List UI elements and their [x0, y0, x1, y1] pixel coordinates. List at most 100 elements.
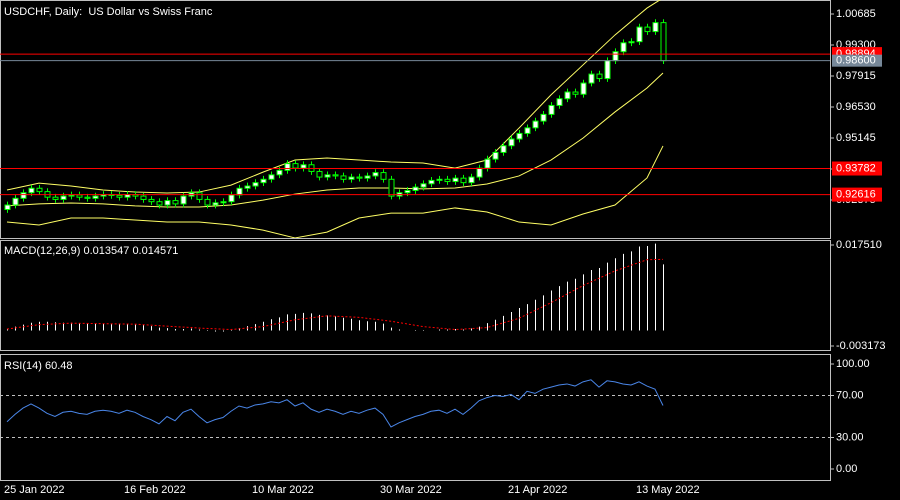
- candle-body: [244, 185, 251, 189]
- candle-body: [180, 195, 187, 205]
- candle-body: [324, 174, 331, 178]
- macd-value: 0.013547: [83, 245, 129, 257]
- signal-value: 0.014571: [132, 245, 178, 257]
- candle-body: [660, 22, 667, 62]
- bollinger-lower: [6, 145, 664, 238]
- x-tick-label: 10 Mar 2022: [252, 484, 314, 496]
- candle-body: [276, 169, 283, 176]
- candle-body: [20, 192, 27, 199]
- candle-body: [436, 178, 443, 181]
- candle-body: [84, 196, 91, 199]
- candle-body: [372, 172, 379, 177]
- candle-body: [228, 194, 235, 203]
- candle-body: [556, 98, 563, 106]
- bollinger-upper: [6, 0, 661, 194]
- candle-body: [60, 195, 67, 200]
- macd-label: MACD(12,26,9) 0.013547 0.014571: [4, 245, 178, 257]
- rsi-label: RSI(14) 60.48: [4, 360, 73, 372]
- candle-body: [572, 91, 579, 95]
- candle-body: [156, 201, 163, 206]
- rsi-name: RSI(14): [4, 360, 42, 372]
- candle-body: [636, 26, 643, 43]
- candle-body: [36, 187, 43, 193]
- y-tick-label: 0.017510: [836, 239, 882, 251]
- candle-body: [444, 178, 451, 183]
- candle-body: [532, 120, 539, 129]
- bid-tag: [832, 54, 882, 67]
- candle-body: [220, 201, 227, 204]
- candle-body: [452, 177, 459, 183]
- candle-body: [332, 174, 339, 177]
- candle-body: [260, 178, 267, 184]
- y-tick-label: 0.96530: [836, 101, 876, 113]
- y-tick-label: -0.003173: [836, 340, 886, 352]
- candle-body: [348, 176, 355, 180]
- candle-body: [52, 196, 59, 200]
- candle-body: [204, 198, 211, 206]
- x-tick-label: 13 May 2022: [636, 484, 700, 496]
- candle-body: [500, 145, 507, 153]
- rsi-plot: [0, 379, 830, 438]
- candle-body: [484, 158, 491, 169]
- candle-body: [340, 175, 347, 180]
- rsi-line: [6, 379, 664, 428]
- candle-body: [28, 187, 35, 194]
- signal-line: [6, 258, 664, 331]
- bollinger-middle: [6, 72, 664, 208]
- macd-panel: [0, 240, 831, 351]
- y-tick-label: 100.00: [836, 358, 870, 370]
- candle-body: [92, 195, 99, 199]
- candle-body: [300, 164, 307, 169]
- y-tick-label: 0.00: [836, 463, 857, 475]
- y-tick-label: 70.00: [836, 389, 864, 401]
- candle-body: [620, 42, 627, 53]
- candle-body: [492, 151, 499, 160]
- axes: 1.006850.993000.979150.965300.951450.937…: [4, 8, 886, 496]
- x-tick-label: 25 Jan 2022: [4, 484, 65, 496]
- candle-body: [116, 194, 123, 198]
- level-tag: [832, 187, 882, 202]
- chart-title: USDCHF, Daily: US Dollar vs Swiss Franc: [4, 6, 213, 18]
- candle-body: [4, 204, 11, 211]
- candle-body: [612, 51, 619, 62]
- candle-body: [172, 200, 179, 205]
- y-tick-label: 0.97915: [836, 70, 876, 82]
- candle-body: [588, 73, 595, 84]
- candle-body: [212, 202, 219, 206]
- candle-body: [284, 163, 291, 171]
- rsi-value: 60.48: [45, 360, 73, 372]
- candle-body: [564, 91, 571, 100]
- candle-body: [468, 176, 475, 184]
- price-plot: [0, 0, 830, 238]
- candle-body: [644, 26, 651, 33]
- y-tick-label: 0.95145: [836, 132, 876, 144]
- level-label: 0.92616: [836, 189, 876, 201]
- candle-body: [604, 60, 611, 80]
- macd-name: MACD(12,26,9): [4, 245, 80, 257]
- candle-body: [420, 183, 427, 188]
- macd-plot: [6, 243, 664, 332]
- x-tick-label: 30 Mar 2022: [380, 484, 442, 496]
- candle-body: [652, 22, 659, 33]
- y-tick-label: 1.00685: [836, 8, 876, 20]
- candle-body: [548, 104, 555, 115]
- x-tick-label: 16 Feb 2022: [124, 484, 186, 496]
- candle-body: [388, 178, 395, 197]
- level-label: 0.93782: [836, 162, 876, 174]
- candle-body: [356, 176, 363, 179]
- candle-body: [76, 194, 83, 198]
- bid-label: 0.98600: [836, 55, 876, 67]
- candle-body: [140, 195, 147, 200]
- candle-body: [628, 41, 635, 44]
- candle-body: [516, 132, 523, 140]
- candle-body: [364, 175, 371, 179]
- candle-body: [524, 127, 531, 134]
- level-tag: [832, 161, 882, 176]
- candle-body: [476, 167, 483, 178]
- candle-body: [460, 177, 467, 184]
- candle-body: [196, 192, 203, 200]
- candle-body: [236, 187, 243, 196]
- candle-body: [540, 113, 547, 122]
